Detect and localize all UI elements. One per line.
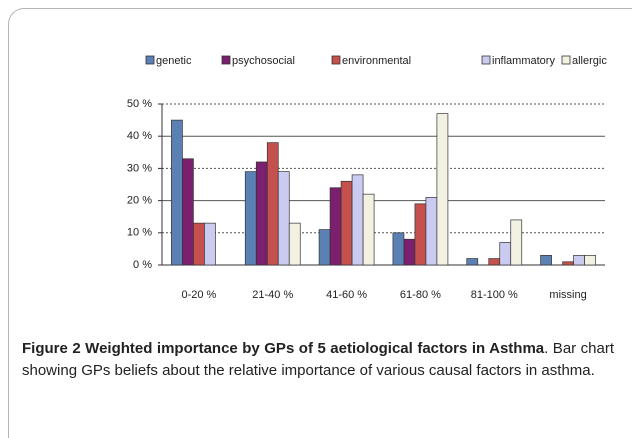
x-tick-label: 0-20 % [181,289,216,301]
bar [182,158,194,266]
bar [329,187,342,266]
bar [255,161,268,266]
legend-label: psychosocial [232,55,295,67]
bar [277,171,290,266]
caption-text: . Bar chart showing GPs beliefs about th… [22,340,615,379]
page: {"chart_data": {"type": "bar", "categori… [8,8,632,438]
legend-swatch [481,55,491,65]
bar [193,222,205,266]
x-tick-label: 61-80 % [400,289,441,301]
bar [204,222,216,266]
bar [436,113,449,266]
y-tick-label: 10 % [127,227,152,239]
legend-swatch [561,55,571,65]
x-tick-label: 81-100 % [471,289,518,301]
chart: genetic psychosocial environmental inflamma… [127,55,607,301]
legend-label: allergic [572,55,607,67]
bar [244,171,257,266]
x-tick-label: 21-40 % [252,289,293,301]
x-tick-label: missing [549,289,586,301]
legend-label: inflammatory [492,55,555,67]
bar [499,242,512,266]
caption-title: Figure 2 Weighted importance by GPs of 5… [22,340,545,357]
bar [584,254,596,266]
figure-frame [8,8,632,438]
bar [414,203,427,266]
legend-swatch [331,55,341,65]
legend-swatch [145,55,155,65]
legend-label: genetic [156,55,192,67]
bar [392,232,405,266]
bar [266,142,279,266]
bar [488,258,501,266]
bar [540,254,552,266]
x-tick-label: 41-60 % [326,289,367,301]
y-tick-label: 50 % [127,98,152,110]
bar [362,193,375,266]
legend-label: environmental [342,55,411,67]
bar [573,254,585,266]
y-tick-label: 40 % [127,130,152,142]
bar [171,119,183,266]
bar [425,197,438,266]
bar [510,219,523,266]
bar [288,222,301,266]
bar [562,261,574,266]
bar [466,258,479,266]
y-tick-label: 30 % [127,162,152,174]
legend-swatch [221,55,231,65]
bar [351,174,364,266]
caption: Figure 2 Weighted importance by GPs of 5… [22,338,614,382]
bar [318,229,331,266]
y-tick-label: 0 % [133,259,152,271]
bar [340,180,353,266]
y-tick-label: 20 % [127,195,152,207]
bar [403,238,416,266]
